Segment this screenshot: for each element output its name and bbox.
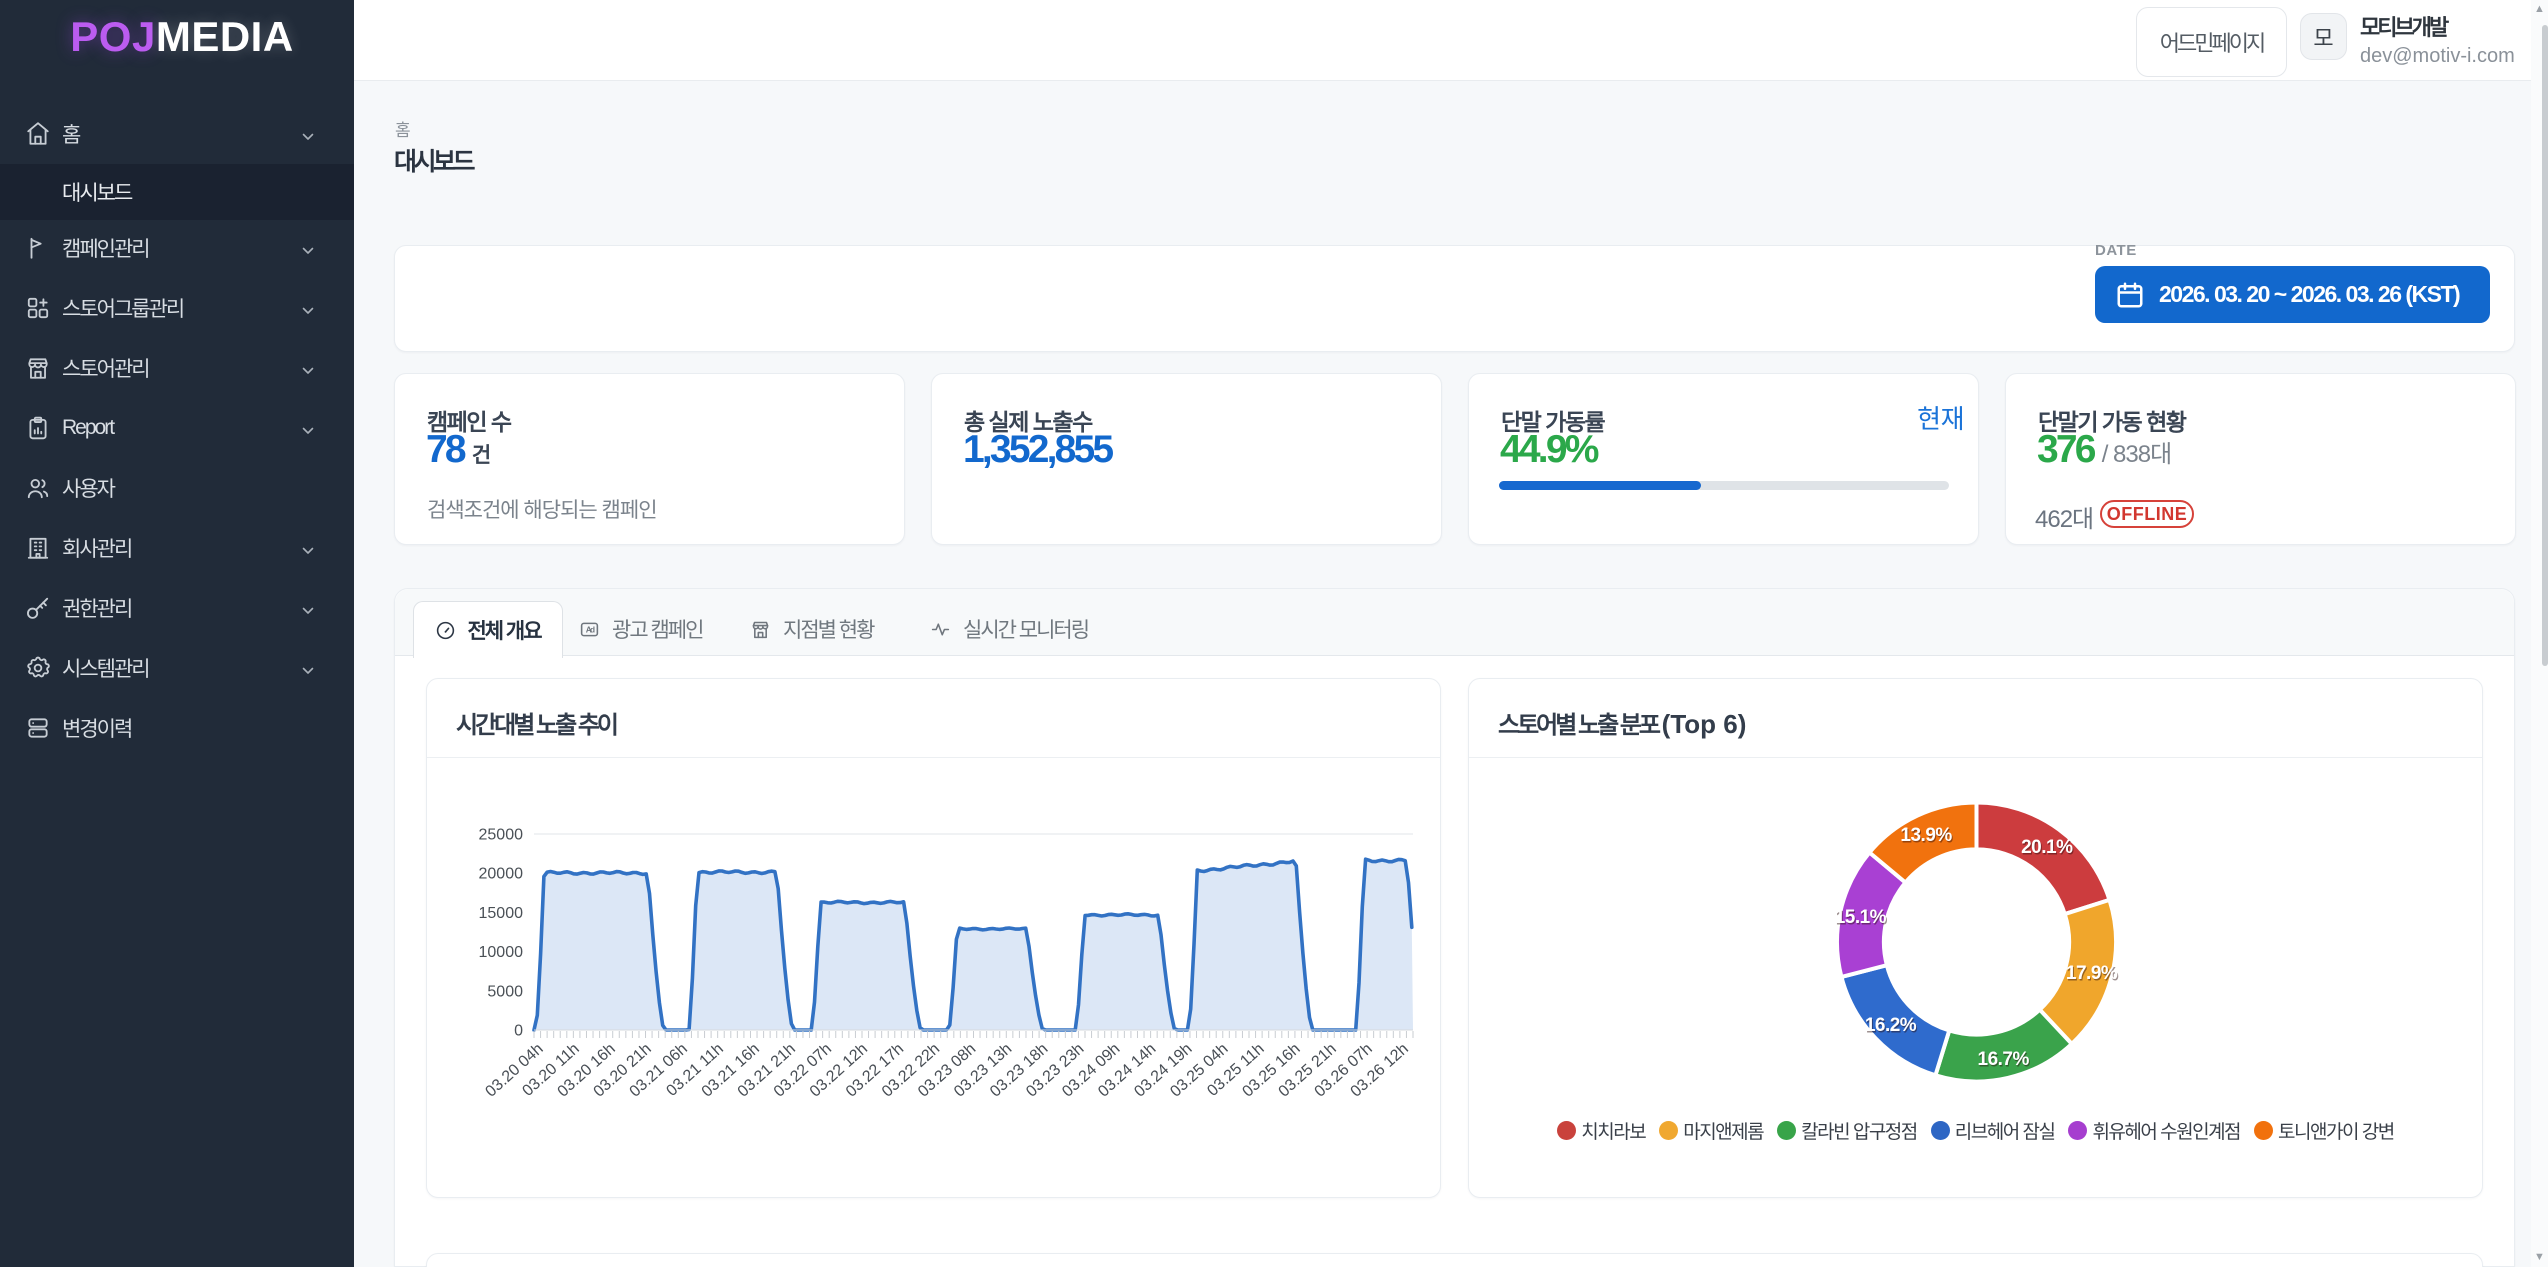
svg-text:17.9%: 17.9% xyxy=(2066,963,2118,984)
svg-text:Ad: Ad xyxy=(586,624,595,634)
svg-text:25000: 25000 xyxy=(479,827,524,844)
svg-text:20.1%: 20.1% xyxy=(2021,837,2073,858)
svg-text:15.1%: 15.1% xyxy=(1836,908,1888,929)
svg-text:20.1%: 20.1% xyxy=(2022,839,2074,860)
svg-text:20000: 20000 xyxy=(479,866,524,883)
svg-text:16.7%: 16.7% xyxy=(1979,1051,2031,1072)
svg-text:17.9%: 17.9% xyxy=(2067,965,2119,986)
svg-text:16.2%: 16.2% xyxy=(1865,1015,1917,1036)
svg-text:15000: 15000 xyxy=(479,905,524,922)
svg-text:16.7%: 16.7% xyxy=(1978,1049,2030,1070)
svg-text:5000: 5000 xyxy=(487,983,523,1000)
svg-text:0: 0 xyxy=(514,1023,523,1040)
svg-text:16.2%: 16.2% xyxy=(1866,1017,1918,1038)
svg-text:13.9%: 13.9% xyxy=(1901,827,1953,848)
svg-text:10000: 10000 xyxy=(479,944,524,961)
svg-text:13.9%: 13.9% xyxy=(1900,825,1952,846)
svg-text:15.1%: 15.1% xyxy=(1835,907,1887,928)
